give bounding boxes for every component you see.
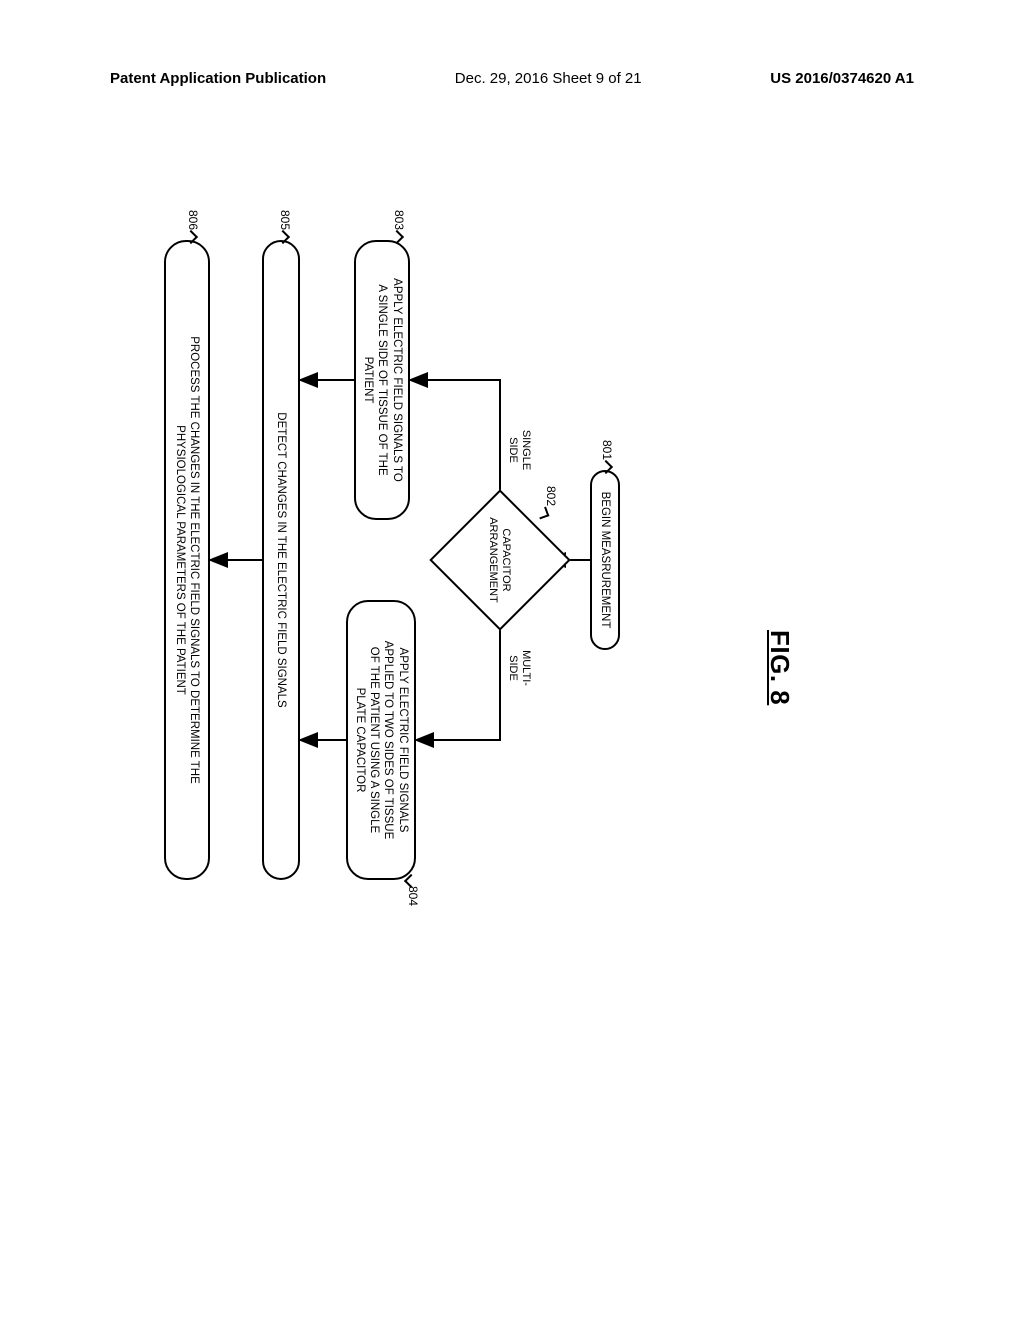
node-804: APPLY ELECTRIC FIELD SIGNALSAPPLIED TO T… (346, 600, 416, 880)
flowchart: BEGIN MEASRUREMENT 801 CAPACITORARRANGEM… (120, 210, 620, 910)
ref-803: 803 (392, 210, 406, 230)
ref-804: 804 (406, 886, 420, 906)
header-right: US 2016/0374620 A1 (770, 70, 914, 87)
node-805: DETECT CHANGES IN THE ELECTRIC FIELD SIG… (262, 240, 300, 880)
figure-8: FIG. 8 BEGIN MEASRUREMENT 801 (120, 210, 900, 1110)
ref-802-tick (537, 507, 550, 520)
node-806-text: PROCESS THE CHANGES IN THE ELECTRIC FIEL… (173, 336, 202, 784)
ref-802: 802 (544, 486, 558, 506)
header-left: Patent Application Publication (110, 70, 326, 87)
ref-806: 806 (186, 210, 200, 230)
node-803-text: APPLY ELECTRIC FIELD SIGNALS TOA SINGLE … (360, 278, 403, 482)
ref-801: 801 (600, 440, 614, 460)
node-801-text: BEGIN MEASRUREMENT (598, 492, 612, 629)
branch-label-multi: MULTI-SIDE (507, 638, 532, 698)
node-802-text: CAPACITORARRANGEMENT (487, 500, 512, 620)
node-804-text: APPLY ELECTRIC FIELD SIGNALSAPPLIED TO T… (352, 641, 410, 840)
node-806: PROCESS THE CHANGES IN THE ELECTRIC FIEL… (164, 240, 210, 880)
header-mid: Dec. 29, 2016 Sheet 9 of 21 (455, 70, 642, 87)
figure-label: FIG. 8 (764, 630, 795, 705)
ref-805: 805 (278, 210, 292, 230)
node-801: BEGIN MEASRUREMENT (590, 470, 620, 650)
page-header: Patent Application Publication Dec. 29, … (0, 70, 1024, 87)
node-803: APPLY ELECTRIC FIELD SIGNALS TOA SINGLE … (354, 240, 410, 520)
node-805-text: DETECT CHANGES IN THE ELECTRIC FIELD SIG… (274, 412, 288, 707)
branch-label-single: SINGLESIDE (507, 420, 532, 480)
